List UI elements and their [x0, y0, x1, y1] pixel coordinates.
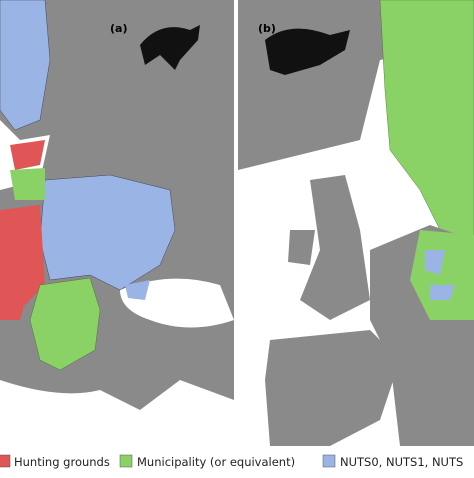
legend-label: Hunting grounds	[14, 455, 110, 469]
legend: Hunting grounds Municipality (or equival…	[0, 454, 463, 469]
map-panel-a: (a)	[0, 0, 234, 446]
panel-label: (b)	[258, 22, 276, 35]
panel-label: (a)	[110, 22, 127, 35]
legend-swatch	[0, 454, 11, 468]
legend-label: NUTS0, NUTS1, NUTS	[340, 455, 463, 469]
legend-swatch	[322, 454, 336, 468]
legend-label: Municipality (or equivalent)	[137, 455, 295, 469]
legend-swatch	[119, 454, 133, 468]
map-panel-b: (b)	[238, 0, 474, 446]
